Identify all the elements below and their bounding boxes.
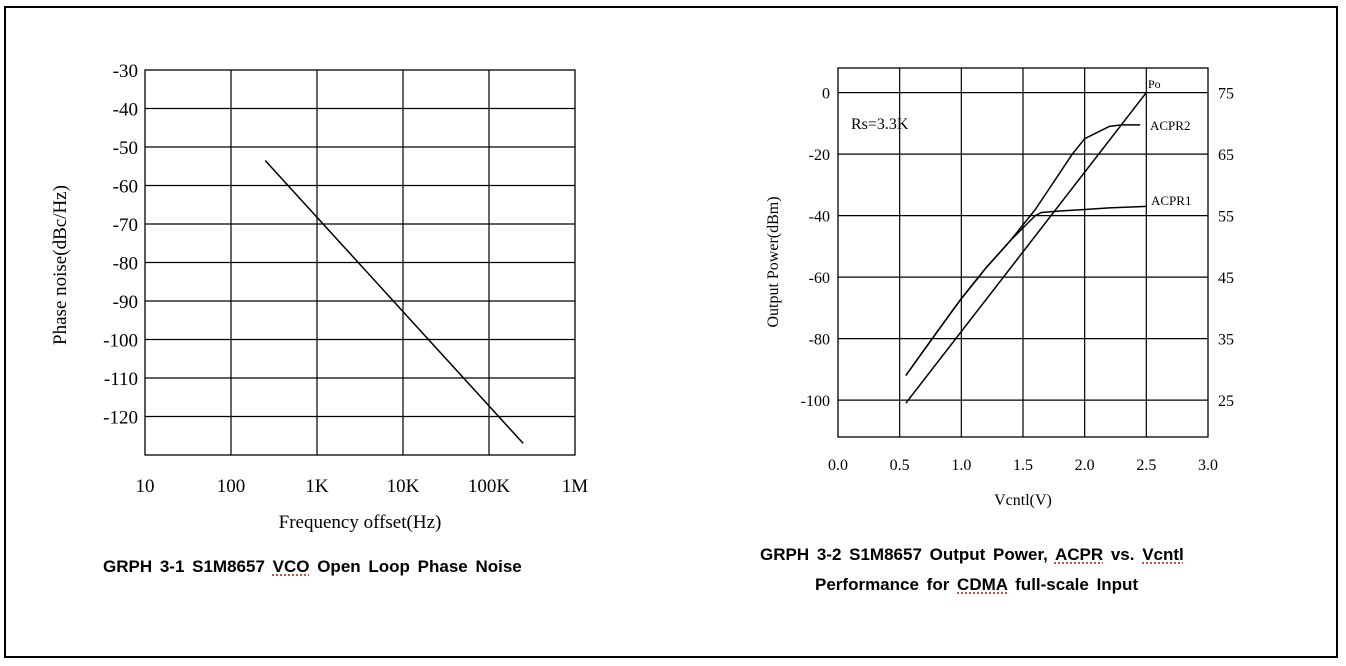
chart2-caption-vs: vs. (1103, 545, 1143, 564)
chart1-x-tick-0: 10 (136, 476, 155, 497)
chart1-x-tick-5: 1M (562, 476, 589, 497)
chart1-y-tick-3: -60 (113, 177, 138, 198)
chart1-caption: GRPH 3-1 S1M8657 VCO Open Loop Phase Noi… (103, 557, 522, 577)
chart1-y-tick-9: -120 (103, 408, 138, 429)
chart2-x-tick-6: 3.0 (1198, 457, 1218, 474)
chart1-series-line (264, 159, 524, 444)
chart2-x-tick-0: 0.0 (828, 457, 848, 474)
chart2-x-tick-4: 2.0 (1075, 457, 1095, 474)
chart2-series-acpr1 (905, 205, 1147, 376)
chart2-x-tick-5: 2.5 (1136, 457, 1156, 474)
chart1-y-tick-0: -30 (113, 61, 138, 82)
chart1-y-tick-5: -80 (113, 254, 138, 275)
chart1-caption-pre: GRPH 3-1 S1M8657 (103, 557, 273, 576)
chart1-x-tick-1: 100 (217, 476, 246, 497)
chart2-caption-cdma: CDMA (957, 575, 1008, 594)
chart2-caption2-post: full-scale Input (1007, 575, 1139, 594)
chart1-x-tick-2: 1K (305, 476, 329, 497)
chart1-y-tick-6: -90 (113, 292, 138, 313)
chart1-x-tick-4: 100K (468, 476, 511, 497)
chart2-series-label-acpr2: ACPR2 (1150, 118, 1190, 133)
chart2-series-label-acpr1: ACPR1 (1151, 193, 1191, 208)
chart2-series-po (905, 92, 1147, 404)
chart1-y-tick-1: -40 (113, 100, 138, 121)
chart1-x-axis-label: Frequency offset(Hz) (279, 512, 442, 533)
chart2-caption-acpr: ACPR (1054, 545, 1104, 564)
chart2-y-tick-0: 0 (822, 86, 830, 103)
chart2-caption-line2: Performance for CDMA full-scale Input (815, 575, 1138, 595)
chart1-y-tick-8: -110 (104, 369, 138, 390)
chart2-series-label-po: Po (1148, 77, 1161, 91)
chart1-y-tick-7: -100 (103, 331, 138, 352)
chart2-y-tick-5: -100 (801, 393, 830, 410)
chart2-y2-tick-3: 45 (1218, 270, 1234, 287)
document-frame (4, 6, 1338, 658)
chart2-x-tick-3: 1.5 (1013, 457, 1033, 474)
chart2-x-tick-1: 0.5 (890, 457, 910, 474)
chart2-y2-tick-4: 35 (1218, 332, 1234, 349)
chart2-y2-tick-5: 25 (1218, 393, 1234, 410)
chart2-x-axis-label: Vcntl(V) (994, 492, 1052, 509)
chart1-x-tick-3: 10K (387, 476, 420, 497)
chart2-caption-line1: GRPH 3-2 S1M8657 Output Power, ACPR vs. … (760, 545, 1184, 565)
chart2-y-tick-3: -60 (809, 270, 830, 287)
chart2-y-tick-2: -40 (809, 209, 830, 226)
chart2-annotation: Rs=3.3K (851, 116, 909, 133)
chart2-caption-vcntl: Vcntl (1142, 545, 1184, 564)
chart1-y-tick-2: -50 (113, 138, 138, 159)
chart2-y2-tick-1: 65 (1218, 147, 1234, 164)
chart1-caption-vco: VCO (272, 557, 310, 576)
chart2-y2-tick-0: 75 (1218, 86, 1234, 103)
chart2-caption-pre: GRPH 3-2 S1M8657 Output Power, (760, 545, 1055, 564)
chart2-x-tick-2: 1.0 (951, 457, 971, 474)
chart2-y-axis-label: Output Power(dBm) (765, 196, 782, 327)
chart1-y-tick-4: -70 (113, 215, 138, 236)
chart1-caption-post: Open Loop Phase Noise (309, 557, 522, 576)
chart2-caption2-pre: Performance for (815, 575, 958, 594)
chart2-y-tick-4: -80 (809, 332, 830, 349)
chart2-y2-tick-2: 55 (1218, 209, 1234, 226)
chart1-y-axis-label: Phase noise(dBc/Hz) (50, 185, 71, 345)
chart2-y-tick-1: -20 (809, 147, 830, 164)
